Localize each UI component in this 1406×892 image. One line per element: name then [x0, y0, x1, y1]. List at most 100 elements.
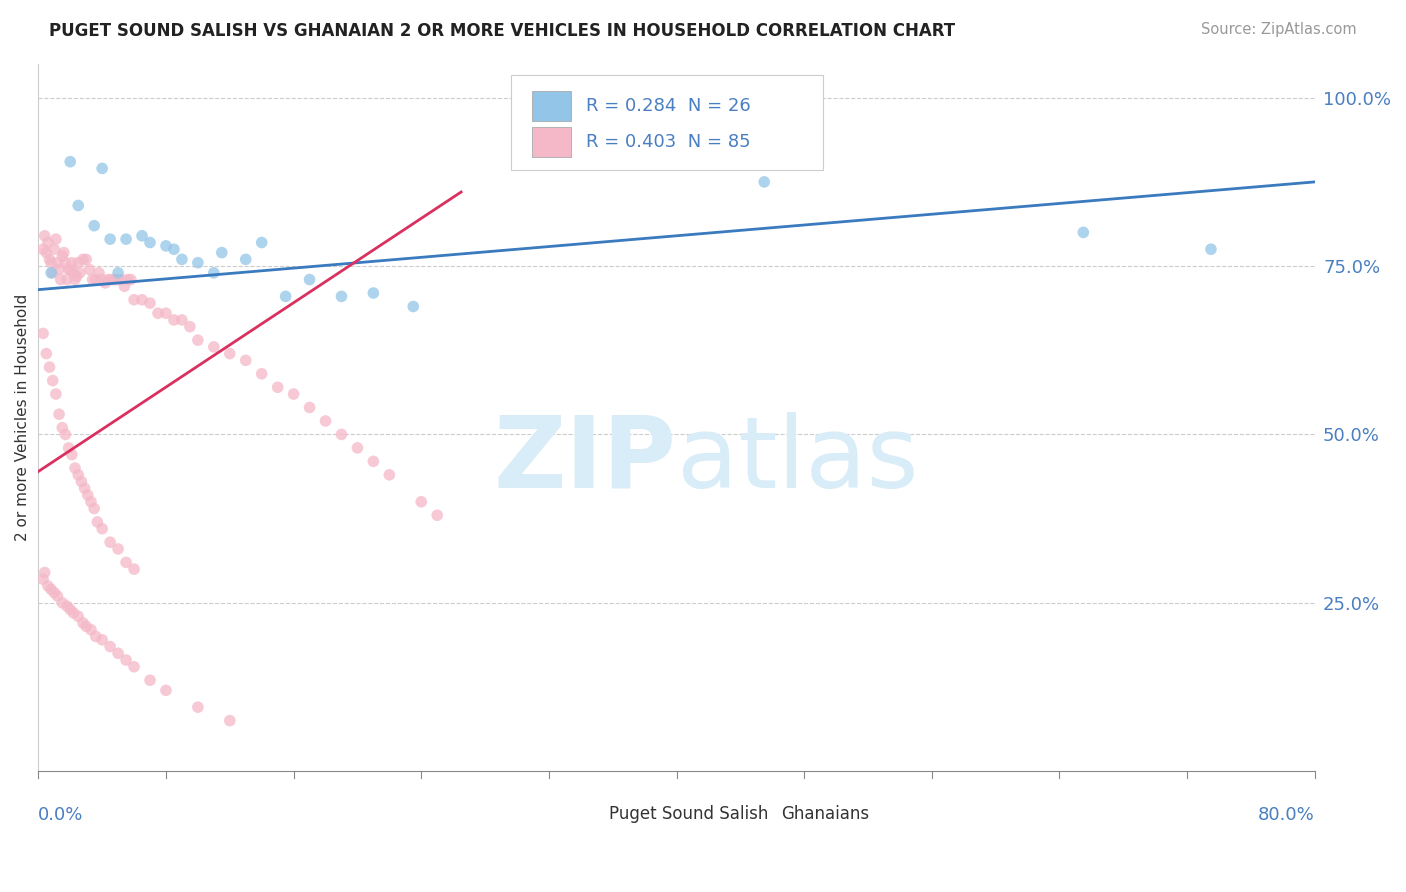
Point — [91, 161, 114, 176]
Point — [98, 640, 121, 654]
Point — [51, 249, 73, 263]
Point — [115, 555, 138, 569]
Point — [1073, 226, 1095, 240]
Point — [72, 615, 94, 630]
Point — [67, 256, 90, 270]
Point — [211, 245, 233, 260]
Point — [426, 508, 449, 523]
Point — [218, 714, 240, 728]
Point — [51, 596, 73, 610]
Point — [117, 272, 139, 286]
Point — [363, 285, 385, 300]
Point — [170, 313, 193, 327]
Text: PUGET SOUND SALISH VS GHANAIAN 2 OR MORE VEHICLES IN HOUSEHOLD CORRELATION CHART: PUGET SOUND SALISH VS GHANAIAN 2 OR MORE… — [49, 22, 955, 40]
Point — [107, 646, 129, 660]
Point — [67, 609, 90, 624]
Point — [49, 272, 72, 286]
Point — [38, 360, 60, 375]
Point — [60, 448, 83, 462]
Point — [76, 488, 98, 502]
Point — [235, 252, 257, 267]
Point — [52, 245, 75, 260]
Text: R = 0.403  N = 85: R = 0.403 N = 85 — [586, 133, 751, 151]
Point — [41, 266, 63, 280]
Point — [163, 313, 186, 327]
Point — [51, 420, 73, 434]
Point — [274, 289, 297, 303]
Text: 0.0%: 0.0% — [38, 806, 84, 824]
Point — [59, 262, 82, 277]
FancyBboxPatch shape — [510, 75, 824, 170]
Point — [1199, 242, 1222, 256]
Point — [283, 387, 305, 401]
Point — [104, 272, 127, 286]
Point — [56, 272, 79, 286]
Y-axis label: 2 or more Vehicles in Household: 2 or more Vehicles in Household — [15, 294, 30, 541]
Point — [65, 269, 87, 284]
Point — [59, 154, 82, 169]
Point — [32, 326, 55, 341]
Point — [139, 673, 162, 688]
Point — [34, 566, 56, 580]
Point — [48, 407, 70, 421]
Point — [122, 562, 145, 576]
Point — [115, 232, 138, 246]
Point — [35, 245, 58, 260]
FancyBboxPatch shape — [533, 91, 571, 120]
Point — [72, 252, 94, 267]
Point — [58, 262, 80, 277]
Point — [59, 602, 82, 616]
Point — [39, 266, 62, 280]
Point — [155, 683, 177, 698]
Point — [107, 272, 129, 286]
Point — [107, 266, 129, 280]
Point — [37, 235, 59, 250]
Point — [218, 346, 240, 360]
Point — [170, 252, 193, 267]
Point — [44, 585, 66, 599]
Point — [83, 219, 105, 233]
Point — [120, 272, 142, 286]
Point — [202, 266, 225, 280]
Point — [80, 623, 103, 637]
Text: atlas: atlas — [676, 411, 918, 508]
Point — [55, 427, 77, 442]
Point — [187, 700, 209, 714]
Text: Source: ZipAtlas.com: Source: ZipAtlas.com — [1201, 22, 1357, 37]
Point — [67, 467, 90, 482]
Point — [266, 380, 288, 394]
Point — [155, 306, 177, 320]
Point — [55, 256, 77, 270]
Point — [315, 414, 337, 428]
Point — [298, 401, 321, 415]
Point — [202, 340, 225, 354]
Point — [139, 235, 162, 250]
Point — [131, 228, 153, 243]
Point — [115, 653, 138, 667]
Point — [84, 630, 107, 644]
Point — [75, 252, 97, 267]
Point — [110, 272, 132, 286]
Point — [146, 306, 169, 320]
Point — [46, 256, 69, 270]
Point — [91, 522, 114, 536]
Point — [45, 232, 67, 246]
Point — [131, 293, 153, 307]
Text: 80.0%: 80.0% — [1258, 806, 1315, 824]
Point — [82, 272, 104, 286]
Point — [100, 272, 122, 286]
Point — [122, 293, 145, 307]
Point — [91, 632, 114, 647]
Point — [363, 454, 385, 468]
Point — [35, 346, 58, 360]
Text: Puget Sound Salish: Puget Sound Salish — [609, 805, 768, 823]
Point — [87, 266, 110, 280]
Point — [330, 289, 353, 303]
Point — [235, 353, 257, 368]
Text: Ghanaians: Ghanaians — [782, 805, 869, 823]
Point — [60, 256, 83, 270]
Point — [48, 262, 70, 277]
FancyBboxPatch shape — [741, 805, 769, 824]
Point — [114, 279, 136, 293]
Point — [411, 495, 433, 509]
